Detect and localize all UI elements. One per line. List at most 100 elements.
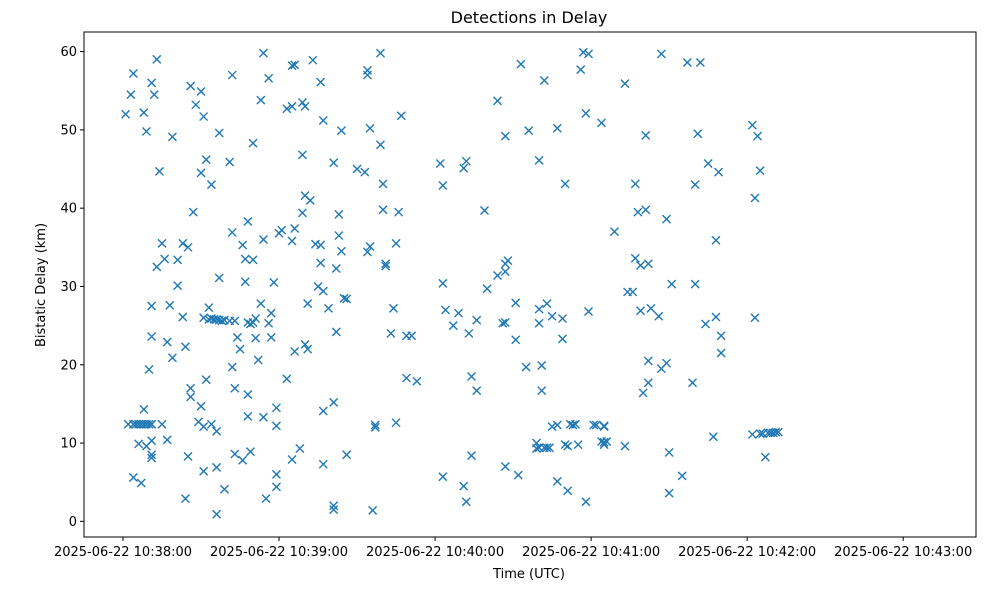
data-point: [391, 418, 401, 428]
data-point: [264, 318, 274, 328]
data-point: [191, 100, 201, 110]
data-point: [646, 303, 656, 313]
y-tick-label: 40: [60, 202, 77, 217]
data-point: [693, 129, 703, 139]
y-tick-label: 50: [60, 123, 77, 138]
data-point: [747, 429, 757, 439]
data-point: [362, 70, 372, 80]
data-point: [500, 317, 510, 327]
data-point: [240, 277, 250, 287]
data-point: [545, 443, 554, 453]
data-point: [147, 453, 157, 463]
data-point: [750, 313, 760, 323]
data-point: [365, 123, 375, 133]
data-point: [318, 406, 328, 416]
data-point: [248, 255, 258, 265]
data-point: [227, 362, 237, 372]
data-point: [134, 439, 144, 449]
data-point: [227, 227, 237, 237]
data-point: [144, 364, 154, 374]
data-point: [597, 118, 607, 128]
data-point: [401, 373, 411, 383]
data-point: [147, 450, 157, 460]
data-point: [329, 158, 339, 168]
data-point: [563, 441, 573, 451]
data-point: [261, 494, 271, 504]
data-point: [368, 505, 378, 515]
data-point: [206, 180, 216, 190]
data-point: [682, 58, 692, 68]
data-point: [157, 238, 167, 248]
data-point: [747, 120, 757, 130]
data-point: [576, 65, 586, 75]
data-point: [199, 313, 209, 323]
plot-frame: [83, 31, 977, 538]
data-point: [271, 469, 281, 479]
data-point: [243, 411, 253, 421]
data-point: [336, 126, 346, 136]
data-point: [378, 179, 388, 189]
data-point: [708, 432, 718, 442]
data-point: [571, 419, 581, 429]
data-point: [214, 128, 224, 138]
data-point: [716, 331, 726, 341]
data-point: [258, 234, 268, 244]
data-point: [479, 206, 489, 216]
data-point: [381, 261, 391, 271]
data-point: [695, 58, 705, 68]
data-point: [620, 441, 630, 451]
data-point: [165, 300, 175, 310]
data-point: [643, 356, 653, 366]
data-point: [511, 335, 521, 345]
x-axis-label: Time (UTC): [492, 567, 565, 582]
data-point: [147, 436, 157, 446]
data-point: [459, 163, 469, 173]
data-point: [654, 311, 664, 321]
data-point: [238, 455, 248, 465]
data-point: [318, 115, 328, 125]
data-point: [703, 159, 713, 169]
data-point: [753, 131, 763, 141]
data-point: [230, 383, 240, 393]
data-point: [599, 422, 609, 432]
data-point: [212, 426, 222, 436]
data-point: [464, 328, 474, 338]
data-point: [532, 444, 541, 454]
data-point: [336, 246, 346, 256]
data-point: [440, 305, 450, 315]
data-point: [630, 253, 640, 263]
data-point: [201, 375, 211, 385]
data-point: [180, 494, 190, 504]
data-point: [126, 90, 136, 100]
x-tick-label: 2025-06-22 10:39:00: [210, 545, 348, 560]
data-point: [339, 293, 349, 303]
data-point: [271, 403, 281, 413]
data-point: [370, 422, 380, 432]
data-markers: [121, 47, 783, 519]
data-point: [196, 401, 206, 411]
data-point: [173, 255, 183, 265]
data-point: [316, 258, 326, 268]
data-point: [534, 304, 544, 314]
data-point: [641, 205, 651, 215]
data-point: [630, 179, 640, 189]
data-point: [300, 339, 310, 349]
data-point: [147, 419, 157, 429]
data-point: [542, 299, 552, 309]
data-point: [370, 420, 380, 430]
data-point: [534, 155, 544, 165]
data-point: [438, 278, 448, 288]
data-point: [248, 317, 258, 327]
data-point: [227, 70, 237, 80]
data-point: [147, 78, 157, 88]
data-point: [578, 47, 588, 57]
data-point: [167, 353, 177, 363]
data-point: [381, 259, 391, 269]
data-point: [196, 168, 206, 178]
data-point: [482, 284, 492, 294]
data-point: [206, 419, 216, 429]
y-tick-label: 30: [60, 280, 77, 295]
data-point: [568, 420, 578, 430]
data-point: [183, 451, 193, 461]
data-point: [230, 316, 240, 326]
